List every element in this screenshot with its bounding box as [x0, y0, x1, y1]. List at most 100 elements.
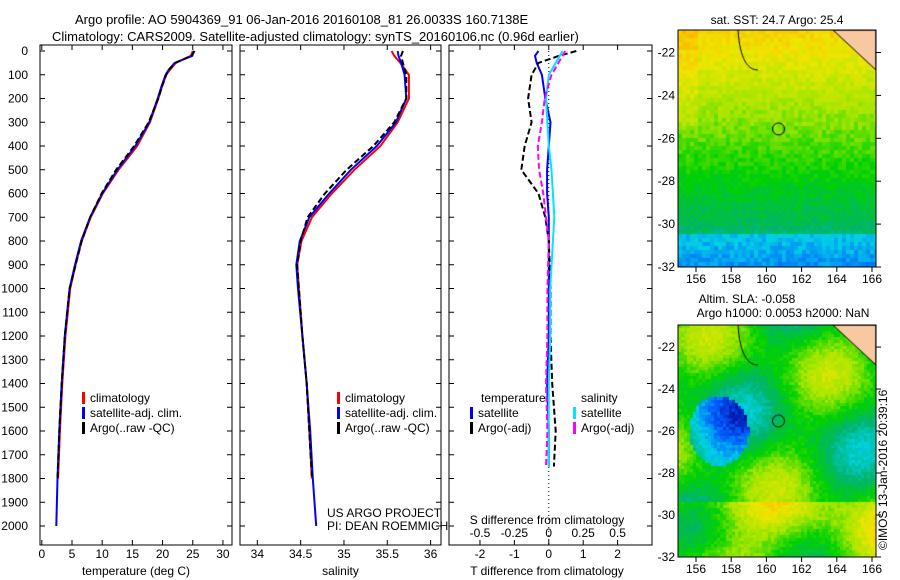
legend-swatch	[82, 422, 85, 434]
s-argo-profile	[536, 50, 567, 467]
legend-label: salinity	[581, 391, 618, 405]
t-satellite-profile	[533, 50, 552, 467]
legend-swatch	[573, 407, 576, 419]
depth-tick-label: 200	[8, 92, 28, 106]
depth-tick-label: 400	[8, 139, 28, 153]
depth-tick-label: 1100	[2, 305, 28, 319]
map-lat-label: -28	[658, 174, 676, 188]
map-lon-label: 160	[756, 562, 776, 576]
legend-label: Argo(-adj)	[581, 421, 634, 435]
depth-tick-label: 900	[8, 258, 28, 272]
legend-swatch	[573, 422, 576, 434]
map-lon-label: 166	[862, 562, 882, 576]
temperature-tick-label: 25	[186, 547, 200, 561]
t-diff-tick-label: 0	[545, 547, 552, 561]
s-diff-axis-label: S difference from climatology	[470, 513, 625, 527]
s-diff-tick-label: -0.5	[470, 526, 491, 540]
s-diff-tick-label: 0.25	[572, 526, 596, 540]
legend-label: Argo(..raw -QC)	[345, 421, 430, 435]
depth-tick-label: 1900	[1, 495, 28, 509]
panel-frame-2	[239, 44, 442, 546]
panel-frame-3	[448, 44, 653, 546]
salinity-tick-label: 35	[337, 547, 351, 561]
map-lon-label: 162	[792, 562, 812, 576]
map-lon-label: 156	[686, 562, 706, 576]
depth-tick-label: 1000	[1, 282, 28, 296]
title-line-2: Climatology: CARS2009. Satellite-adjuste…	[52, 29, 579, 44]
temperature-axis-label: temperature (deg C)	[82, 564, 190, 578]
sla-map-canvas	[678, 325, 876, 557]
t-argo-profile	[520, 50, 577, 467]
legend-label: climatology	[345, 391, 405, 405]
map-lat-label: -24	[658, 382, 676, 396]
map-frame-1	[677, 29, 877, 268]
map-lat-label: -32	[658, 550, 676, 564]
s-diff-tick-label: 0.5	[609, 526, 626, 540]
salinity-axis-label: salinity	[322, 564, 359, 578]
depth-tick-label: 800	[8, 234, 28, 248]
map-lat-label: -30	[658, 217, 676, 231]
depth-tick-label: 1400	[1, 377, 28, 391]
legend-swatch	[337, 392, 340, 404]
project-annotation: US ARGO PROJECT	[327, 506, 442, 520]
depth-tick-label: 1700	[1, 448, 28, 462]
legend-label: satellite-adj. clim.	[345, 406, 437, 420]
sst-map-title: sat. SST: 24.7 Argo: 25.4	[711, 13, 844, 27]
map-lat-label: -22	[658, 340, 676, 354]
map-lat-label: -26	[658, 424, 676, 438]
depth-tick-label: 1200	[1, 329, 28, 343]
satellite-profile	[295, 50, 408, 527]
map-lat-label: -30	[658, 508, 676, 522]
map-lon-label: 158	[721, 272, 741, 286]
map-lat-label: -26	[658, 131, 676, 145]
t-diff-tick-label: 2	[614, 547, 621, 561]
depth-tick-label: 600	[8, 187, 28, 201]
map-lon-label: 162	[792, 272, 812, 286]
salinity-tick-label: 36	[424, 547, 438, 561]
sla-map-title: Altim. SLA: -0.058	[699, 292, 796, 306]
panel-frame-1	[39, 44, 233, 546]
map-lon-label: 164	[827, 562, 847, 576]
temperature-tick-label: 30	[216, 547, 230, 561]
s-diff-tick-label: 0	[545, 526, 552, 540]
salinity-tick-label: 35.5	[376, 547, 400, 561]
depth-tick-label: 1800	[1, 472, 28, 486]
depth-tick-label: 2000	[1, 519, 28, 533]
legend-label: satellite	[581, 406, 622, 420]
legend-label: temperature	[481, 391, 546, 405]
depth-tick-label: 0	[21, 44, 28, 58]
salinity-tick-label: 34.5	[289, 547, 313, 561]
argo-profile	[56, 50, 196, 479]
legend-swatch	[470, 407, 473, 419]
depth-tick-label: 700	[8, 210, 28, 224]
temperature-tick-label: 10	[96, 547, 110, 561]
map-lat-label: -24	[658, 88, 676, 102]
map-lon-label: 160	[756, 272, 776, 286]
legend-swatch	[82, 407, 85, 419]
map-lon-label: 156	[686, 272, 706, 286]
legend-swatch	[470, 422, 473, 434]
legend-label: Argo(-adj)	[478, 421, 531, 435]
sla-map-subtitle: Argo h1000: 0.0053 h2000: NaN	[697, 306, 870, 320]
map-lon-label: 164	[827, 272, 847, 286]
t-diff-axis-label: T difference from climatology	[470, 564, 624, 578]
legend-label: satellite	[478, 406, 519, 420]
legend-label: Argo(..raw -QC)	[90, 421, 175, 435]
legend-swatch	[82, 392, 85, 404]
legend-label: climatology	[90, 391, 150, 405]
map-lon-label: 166	[862, 272, 882, 286]
project-annotation: PI: DEAN ROEMMICH	[327, 519, 448, 533]
depth-tick-label: 500	[8, 163, 28, 177]
depth-tick-label: 1300	[1, 353, 28, 367]
sst-map-canvas	[678, 30, 876, 267]
map-lat-label: -28	[658, 466, 676, 480]
temperature-tick-label: 15	[126, 547, 140, 561]
salinity-tick-label: 34	[251, 547, 265, 561]
map-frame-2	[677, 324, 877, 558]
map-lon-label: 158	[721, 562, 741, 576]
legend-label: satellite-adj. clim.	[90, 406, 182, 420]
satellite-profile	[55, 50, 195, 527]
t-diff-tick-label: 1	[580, 547, 587, 561]
